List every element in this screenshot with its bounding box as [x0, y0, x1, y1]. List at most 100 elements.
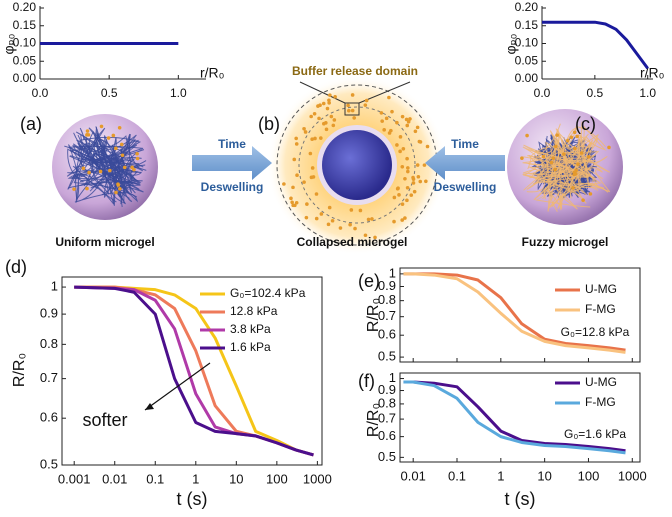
y-tick-label: 0.7 — [378, 308, 396, 323]
y-tick-label: 1 — [389, 370, 396, 385]
polymer-chain — [85, 146, 124, 165]
x-tick-label: 0.0 — [534, 86, 551, 100]
chart: 0.0 0.5 1.0 0.00 0.05 0.10 0.15 0.20 r/R₀ φₚ₀ — [503, 0, 665, 100]
x-tick-label: 100 — [578, 468, 600, 483]
annotation-arrow — [144, 362, 211, 411]
data-line — [74, 285, 314, 457]
zoom-box — [344, 102, 360, 116]
buffer-dot — [347, 108, 351, 113]
buffer-dot — [352, 116, 356, 120]
arrow-label: Deswelling — [434, 180, 497, 194]
x-axis-label: t (s) — [177, 489, 208, 509]
y-tick-label: 0.7 — [40, 370, 58, 385]
buffer-dot — [318, 103, 322, 108]
x-tick-label: 10 — [537, 468, 551, 483]
panel-label: (b) — [258, 114, 280, 134]
buffer-dot — [395, 186, 400, 191]
y-tick-label: 0.20 — [13, 0, 37, 14]
legend-label: 1.6 kPa — [230, 340, 271, 354]
y-tick-label: 0.8 — [378, 292, 396, 307]
chart: 0.001 0.01 0.1 1 10 100 1000 0.5 0.6 0.7 0.8 0.9 1 t … — [11, 276, 332, 509]
buffer-dot — [305, 202, 309, 206]
buffer-dot — [87, 170, 91, 175]
y-tick-label: 0.05 — [13, 53, 37, 67]
buffer-dot — [417, 139, 422, 144]
plot-frame — [61, 276, 323, 466]
x-tick-label: 0.01 — [102, 471, 127, 486]
caption: Uniform microgel — [55, 235, 154, 249]
buffer-dot — [108, 168, 112, 173]
buffer-dot — [328, 93, 332, 97]
x-tick-label: 0.0 — [32, 86, 49, 100]
buffer-dot — [588, 192, 593, 196]
buffer-dot — [555, 133, 559, 137]
inner-boundary — [298, 106, 416, 224]
y-tick-label: 1 — [389, 265, 396, 280]
y-tick-label: 0.8 — [378, 395, 396, 410]
buffer-dot — [358, 208, 363, 213]
buffer-dot — [571, 186, 575, 190]
y-tick-label: 0.15 — [515, 18, 539, 32]
buffer-dot — [554, 144, 558, 149]
buffer-dot — [294, 136, 298, 141]
buffer-dot — [294, 142, 299, 146]
buffer-dot — [122, 165, 127, 170]
buffer-dot — [309, 114, 313, 119]
buffer-dot — [562, 152, 566, 156]
legend-label: U-MG — [585, 375, 617, 389]
buffer-dot — [310, 166, 315, 170]
buffer-dot — [366, 217, 371, 222]
buffer-dot — [321, 101, 326, 106]
buffer-dot — [413, 129, 418, 134]
plot-frame — [399, 372, 641, 463]
y-tick-label: 1 — [51, 279, 58, 294]
legend-label: 12.8 kPa — [230, 304, 278, 318]
annotation: softer — [82, 410, 127, 430]
buffer-dot — [85, 129, 90, 133]
buffer-dot — [81, 166, 86, 171]
panel-label: (c) — [575, 114, 596, 134]
buffer-dot — [403, 176, 407, 181]
polymer-chain — [523, 149, 589, 213]
y-tick-label: 0.6 — [378, 428, 396, 443]
chart: 0.0 0.5 1.0 0.00 0.05 0.10 0.15 0.20 r/R₀ φₚ₀ — [1, 0, 225, 100]
panel-label: (d) — [5, 257, 27, 277]
y-tick-label: 0.10 — [515, 36, 539, 50]
x-tick-label: 0.1 — [146, 471, 164, 486]
buffer-dot — [290, 200, 294, 205]
polymer-chain — [79, 127, 121, 179]
polymer-chain — [82, 127, 132, 208]
buffer-dot — [349, 208, 354, 212]
polymer-chain — [529, 146, 583, 209]
buffer-dot — [120, 153, 125, 158]
caption: Fuzzy microgel — [522, 235, 609, 249]
buffer-dot — [370, 217, 374, 221]
buffer-dot — [325, 106, 330, 111]
buffer-dot — [416, 174, 421, 179]
x-tick-label: 0.1 — [448, 468, 466, 483]
buffer-dot — [415, 125, 420, 130]
buffer-dot — [406, 119, 411, 124]
polymer-chain — [91, 132, 144, 193]
polymer-chain — [95, 141, 139, 205]
polymer-chain — [67, 166, 142, 196]
y-tick-label: 0.05 — [515, 53, 539, 67]
buffer-dot — [384, 116, 389, 121]
buffer-dot — [405, 123, 410, 128]
buffer-dot — [111, 133, 116, 138]
buffer-dot — [575, 134, 579, 139]
y-tick-label: 0.6 — [40, 410, 58, 425]
buffer-dot — [403, 216, 407, 220]
y-axis-label: φₚ₀ — [1, 33, 17, 54]
legend-label: U-MG — [585, 282, 617, 296]
annotation-arrowhead — [145, 403, 154, 410]
buffer-dot — [310, 137, 314, 142]
panel-label: (e) — [358, 271, 380, 291]
buffer-dot — [331, 123, 336, 128]
chart: 0.5 0.6 0.70.80.91 R/R₀ U-MG F-MG G₀=12.8 kPa — [365, 265, 641, 364]
data-line — [403, 272, 626, 354]
x-tick-label: 1.0 — [639, 86, 656, 100]
polymer-chain — [544, 139, 588, 196]
arrow — [425, 146, 505, 180]
